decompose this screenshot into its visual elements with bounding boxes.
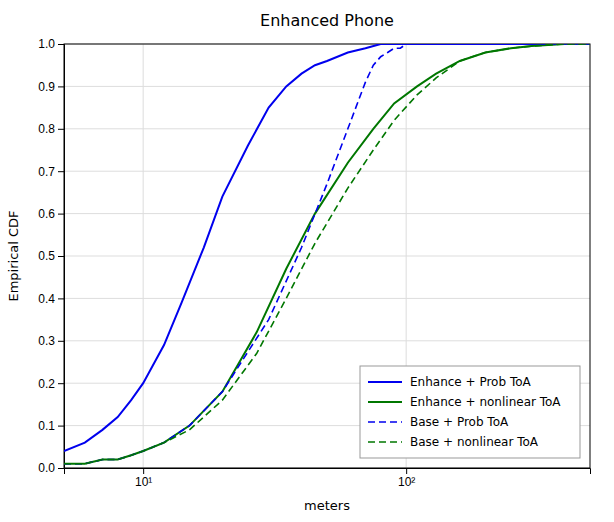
legend-item: Enhance + nonlinear ToA [368,395,561,409]
grid-line [64,128,590,129]
x-axis: 10¹ 10² [65,468,591,489]
tick: 0.3 [38,334,64,348]
legend: Enhance + Prob ToA Enhance + nonlinear To… [360,366,580,458]
tick-mark [58,86,64,87]
tick-mark [58,129,64,130]
tick: 1.0 [38,37,64,51]
tick: 0.0 [38,461,64,475]
tick-label: 0.8 [38,122,55,136]
tick: 0.1 [38,419,64,433]
tick-mark [58,214,64,215]
grid-line [64,86,590,87]
axis-line [65,469,591,475]
grid [64,44,590,468]
tick: 0.5 [38,249,64,263]
tick-mark [406,468,407,474]
tick-label: 0.0 [38,461,55,475]
tick: 10¹ [135,468,152,489]
grid-line [64,171,590,172]
plot: 10¹ 10² 0.0 0.1 0.2 0.3 0.4 0.5 0.6 0.7 0.8 0.9 1.0 E… [38,37,590,488]
legend-swatch [368,401,402,403]
tick: 0.4 [38,292,64,306]
grid-line [64,298,590,299]
tick-label: 10² [398,475,415,489]
tick: 0.8 [38,122,64,136]
grid-line [64,213,590,214]
legend-label: Base + Prob ToA [410,415,509,429]
lines [64,44,590,464]
chart: 10¹ 10² 0.0 0.1 0.2 0.3 0.4 0.5 0.6 0.7 0.8 0.9 1.0 E… [0,0,614,522]
legend-label: Base + nonlinear ToA [410,435,539,449]
tick: 0.7 [38,165,64,179]
series-line [64,44,590,464]
series-line [64,44,590,464]
plot-frame [64,44,590,468]
tick-mark [143,468,144,474]
legend-box [360,366,580,458]
legend-swatch [368,381,402,383]
grid-line [64,340,590,341]
tick-label: 0.4 [38,292,55,306]
legend-label: Enhance + Prob ToA [410,375,532,389]
legend-label: Enhance + nonlinear ToA [410,395,561,409]
tick-label: 0.6 [38,207,55,221]
tick-label: 0.3 [38,334,55,348]
tick-label: 0.9 [38,80,55,94]
tick-label: 0.5 [38,249,55,263]
tick-label: 0.2 [38,377,55,391]
tick-mark [58,468,64,469]
title: Enhanced Phone [260,11,394,30]
tick-label: 0.1 [38,419,55,433]
tick-mark [58,44,64,45]
tick-mark [58,341,64,342]
tick: 0.9 [38,80,64,94]
legend-item: Enhance + Prob ToA [368,375,532,389]
legend-item: Base + Prob ToA [368,415,509,429]
tick-mark [58,298,64,299]
axis-line [58,45,65,469]
tick-label: 10¹ [135,475,152,489]
tick-label: 0.7 [38,165,55,179]
grid-line [64,256,590,257]
tick-mark [58,171,64,172]
tick: 0.2 [38,377,64,391]
y-axis-title: Empirical CDF [6,210,21,301]
legend-item: Base + nonlinear ToA [368,435,539,449]
tick-mark [58,426,64,427]
y-axis: 0.0 0.1 0.2 0.3 0.4 0.5 0.6 0.7 0.8 0.9 1.0 [38,37,64,475]
tick-mark [58,256,64,257]
tick: 0.6 [38,207,64,221]
legend-swatch [368,441,402,443]
tick: 10² [398,468,415,489]
tick-mark [58,383,64,384]
legend-swatch [368,421,402,423]
tick-label: 1.0 [38,37,55,51]
series-line [64,44,590,464]
x-axis-title: meters [304,498,350,513]
